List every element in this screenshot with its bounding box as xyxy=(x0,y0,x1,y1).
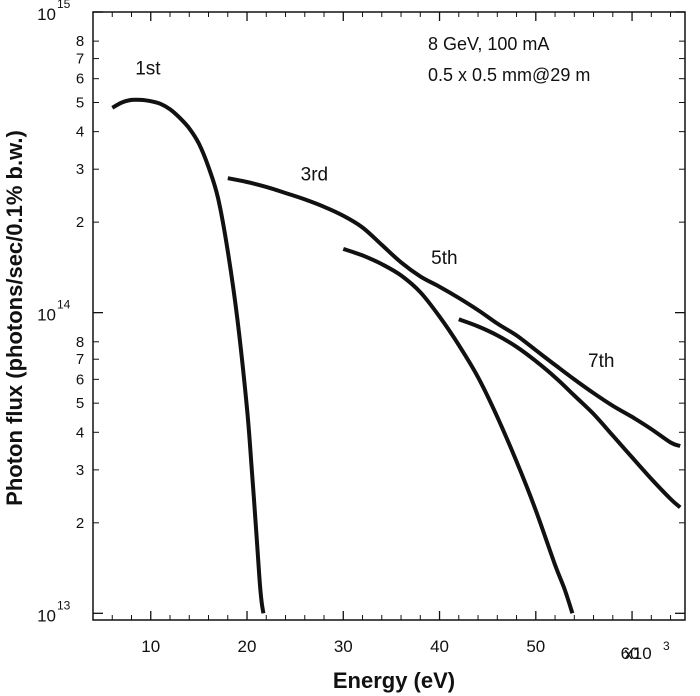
series-line-5th xyxy=(342,247,575,614)
series-label-7th: 7th xyxy=(588,351,614,372)
annotation-beam: 8 GeV, 100 mA xyxy=(428,34,549,54)
x-multiplier-label: x10 xyxy=(624,644,651,663)
y-minor-tick-label: 6 xyxy=(76,371,84,388)
y-minor-tick-label: 7 xyxy=(76,351,84,368)
y-tick-exponent: 15 xyxy=(57,0,71,11)
series-label-3rd: 3rd xyxy=(301,165,328,186)
x-multiplier-exponent: 3 xyxy=(663,639,670,653)
series-line-3rd xyxy=(227,176,681,448)
x-tick-label: 50 xyxy=(526,637,545,656)
y-minor-tick-label: 3 xyxy=(76,462,84,479)
y-minor-tick-label: 6 xyxy=(76,71,84,88)
x-tick-label: 10 xyxy=(141,637,160,656)
series-label-5th: 5th xyxy=(431,248,457,269)
y-tick-base: 10 xyxy=(37,5,56,24)
y-minor-tick-label: 2 xyxy=(76,515,84,532)
series-line-1st xyxy=(111,97,266,614)
annotation-aperture: 0.5 x 0.5 mm@29 m xyxy=(428,65,590,85)
y-minor-tick-label: 8 xyxy=(76,33,84,50)
y-minor-tick-label: 4 xyxy=(76,424,84,441)
y-minor-tick-label: 7 xyxy=(76,51,84,68)
series-label-1st: 1st xyxy=(135,58,161,79)
plot-frame xyxy=(92,11,686,621)
y-minor-tick-label: 2 xyxy=(76,214,84,231)
x-tick-label: 20 xyxy=(238,637,257,656)
y-minor-tick-label: 5 xyxy=(76,95,84,112)
x-axis-title: Energy (eV) xyxy=(333,668,455,693)
y-tick-exponent: 14 xyxy=(57,298,71,312)
y-minor-tick-label: 3 xyxy=(76,161,84,178)
series-labels: 1st 3rd 5th 7th xyxy=(135,58,614,371)
y-axis-title: Photon flux (photons/sec/0.1% b.w.) xyxy=(2,130,27,506)
series-lines xyxy=(111,97,682,614)
y-minor-tick-label: 5 xyxy=(76,395,84,412)
series-line-7th xyxy=(458,317,682,509)
x-tick-label: 60 xyxy=(621,644,640,663)
y-minor-tick-label: 4 xyxy=(76,124,84,141)
y-tick-base: 10 xyxy=(37,606,56,625)
y-tick-base: 10 xyxy=(37,306,56,325)
x-tick-label: 30 xyxy=(334,637,353,656)
y-minor-tick-label: 8 xyxy=(76,334,84,351)
x-tick-label: 40 xyxy=(430,637,449,656)
y-tick-exponent: 13 xyxy=(57,598,71,612)
